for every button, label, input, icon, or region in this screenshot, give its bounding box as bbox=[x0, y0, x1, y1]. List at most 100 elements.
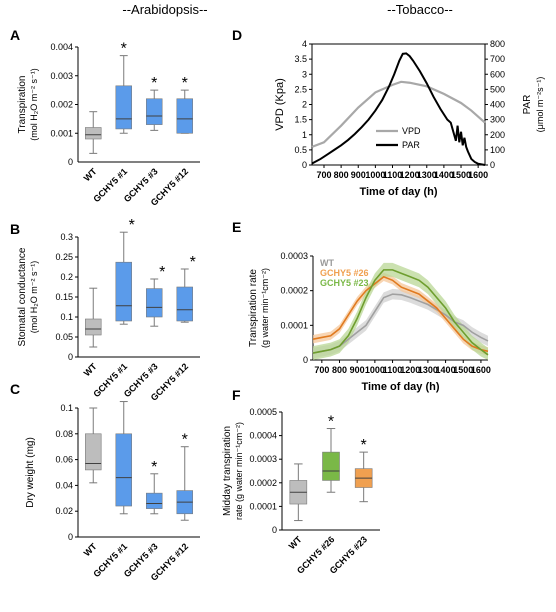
box bbox=[146, 288, 163, 318]
significance-star: * bbox=[182, 75, 188, 92]
y-tick-label: 2.5 bbox=[294, 84, 307, 94]
legend-label: GCHY5 #26 bbox=[320, 268, 369, 278]
x-tick-label: 900 bbox=[350, 365, 365, 375]
y-tick-label: 0.001 bbox=[50, 128, 73, 138]
x-tick-label: 900 bbox=[351, 170, 366, 180]
y-axis-unit-label: (mol H₂O m⁻² s⁻¹) bbox=[29, 261, 39, 333]
panel-e: E Transpiration rate (g water min⁻¹cm⁻²) 0 0… bbox=[232, 219, 491, 393]
y-tick-label: 0.002 bbox=[50, 100, 73, 110]
x-tick-label: 1400 bbox=[436, 365, 456, 375]
x-tick-label: 1000 bbox=[365, 365, 385, 375]
arabidopsis-header: --Arabidopsis-- bbox=[122, 2, 207, 17]
y-tick-label: 0 bbox=[303, 355, 308, 365]
significance-star: * bbox=[129, 217, 135, 234]
panel-letter: D bbox=[232, 27, 242, 43]
box bbox=[115, 85, 132, 130]
y-tick-label: 0 bbox=[68, 532, 73, 542]
panel-b: B Stomatal conductance (mol H₂O m⁻² s⁻¹) 0 0… bbox=[10, 217, 200, 403]
panel-letter: E bbox=[232, 219, 241, 235]
y-tick-label: 0.0002 bbox=[280, 286, 308, 296]
x-tick-label: 800 bbox=[334, 170, 349, 180]
significance-star: * bbox=[151, 459, 157, 476]
box bbox=[176, 98, 193, 134]
y-tick-label: 0.0001 bbox=[280, 320, 308, 330]
y-tick-label: 0.5 bbox=[294, 145, 307, 155]
significance-star: * bbox=[121, 41, 127, 58]
y2-tick-label: 200 bbox=[490, 130, 505, 140]
y-tick-label: 0.3 bbox=[60, 232, 73, 242]
series-line-1 bbox=[312, 275, 489, 353]
y-axis-label: Dry weight (mg) bbox=[25, 437, 36, 508]
tobacco-header: --Tobacco-- bbox=[387, 2, 453, 17]
y-axis-label: VPD (Kpa) bbox=[274, 78, 286, 131]
x-tick-label: 1100 bbox=[383, 170, 403, 180]
y-tick-label: 0.04 bbox=[55, 480, 73, 490]
panel-f: F Midday transpiration rate (g water min⁻¹… bbox=[222, 387, 380, 576]
x-tick-label: 1300 bbox=[417, 170, 437, 180]
y-tick-label: 0.02 bbox=[55, 506, 73, 516]
y-tick-label: 0.0003 bbox=[249, 454, 277, 464]
x-axis-label: Time of day (h) bbox=[361, 381, 439, 393]
y-tick-label: 2 bbox=[302, 100, 307, 110]
box bbox=[146, 492, 163, 509]
y2-axis-unit-label: (μmol m⁻²s⁻¹) bbox=[535, 77, 545, 133]
y2-tick-label: 100 bbox=[490, 145, 505, 155]
y-axis-label: Stomatal conductance bbox=[17, 247, 28, 346]
y-tick-label: 0 bbox=[68, 157, 73, 167]
x-tick-label: 1200 bbox=[400, 170, 420, 180]
y-tick-label: 0 bbox=[68, 352, 73, 362]
y-tick-label: 3.5 bbox=[294, 54, 307, 64]
series-line-2 bbox=[312, 269, 489, 356]
box bbox=[85, 318, 102, 336]
y-axis-unit-label: (g water min⁻¹cm⁻²) bbox=[260, 268, 270, 348]
y2-tick-label: 300 bbox=[490, 115, 505, 125]
y-axis-label: Transpiration bbox=[17, 76, 28, 134]
y-tick-label: 0.2 bbox=[60, 272, 73, 282]
x-tick-label: 700 bbox=[314, 365, 329, 375]
y-axis-unit-label: (mol H₂O m⁻² s⁻¹) bbox=[29, 68, 39, 140]
y-tick-label: 0 bbox=[302, 160, 307, 170]
y2-tick-label: 0 bbox=[490, 160, 495, 170]
box bbox=[115, 433, 132, 507]
legend-label: PAR bbox=[402, 140, 420, 150]
x-tick-label: 1400 bbox=[434, 170, 454, 180]
series-line-vpd bbox=[311, 80, 486, 148]
panel-a: A Transpiration (mol H₂O m⁻² s⁻¹) 0.001 0.00… bbox=[10, 27, 200, 208]
y-tick-label: 0.25 bbox=[55, 252, 73, 262]
box bbox=[146, 98, 163, 125]
y-tick-label: 0.06 bbox=[55, 455, 73, 465]
y-tick-label: 0.1 bbox=[60, 312, 73, 322]
panel-letter: B bbox=[10, 221, 20, 237]
y-tick-label: 0.0002 bbox=[249, 478, 277, 488]
y2-tick-label: 600 bbox=[490, 69, 505, 79]
box bbox=[115, 261, 132, 322]
y-tick-label: 4 bbox=[302, 39, 307, 49]
y2-axis-label: PAR bbox=[522, 95, 533, 115]
y-tick-label: 0.003 bbox=[50, 71, 73, 81]
legend-label: VPD bbox=[402, 126, 421, 136]
significance-star: * bbox=[190, 254, 196, 271]
x-tick-label: 800 bbox=[332, 365, 347, 375]
y-tick-label: 0.004 bbox=[50, 42, 73, 52]
y-tick-label: 1 bbox=[302, 130, 307, 140]
y-tick-label: 0.05 bbox=[55, 332, 73, 342]
y2-tick-label: 500 bbox=[490, 84, 505, 94]
y-tick-label: 3 bbox=[302, 69, 307, 79]
y-tick-label: 0.15 bbox=[55, 292, 73, 302]
significance-star: * bbox=[361, 437, 367, 454]
panel-letter: A bbox=[10, 27, 20, 43]
category-label: WT bbox=[82, 541, 99, 558]
box bbox=[85, 433, 102, 471]
x-tick-label: 1300 bbox=[418, 365, 438, 375]
y-tick-label: 0.0005 bbox=[249, 407, 277, 417]
significance-star: * bbox=[328, 414, 334, 431]
x-tick-label: 1000 bbox=[365, 170, 385, 180]
x-tick-label: 700 bbox=[316, 170, 331, 180]
panel-letter: F bbox=[232, 387, 241, 403]
x-axis-label: Time of day (h) bbox=[359, 186, 437, 198]
y-tick-label: 0.08 bbox=[55, 429, 73, 439]
category-label: WT bbox=[82, 166, 99, 183]
